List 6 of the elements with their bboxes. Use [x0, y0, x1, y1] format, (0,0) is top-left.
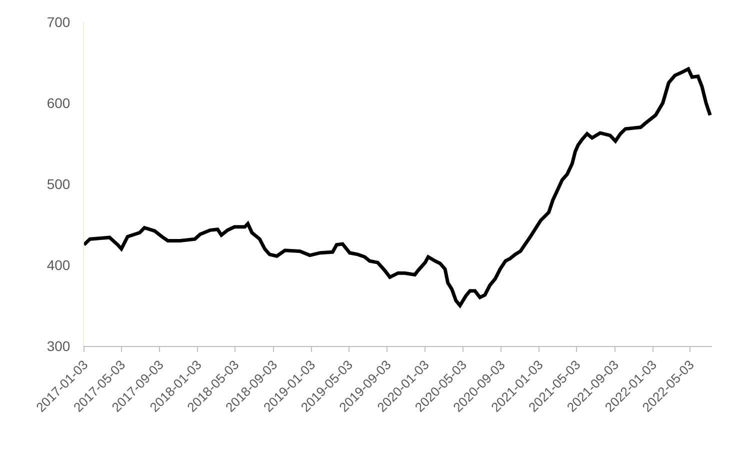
y-tick-label: 700: [46, 14, 70, 30]
y-tick-label: 400: [46, 256, 70, 273]
y-tick-label: 600: [46, 94, 70, 111]
y-tick-label: 500: [46, 176, 70, 192]
line-series: [84, 67, 712, 308]
y-tick-label: 300: [46, 338, 70, 354]
